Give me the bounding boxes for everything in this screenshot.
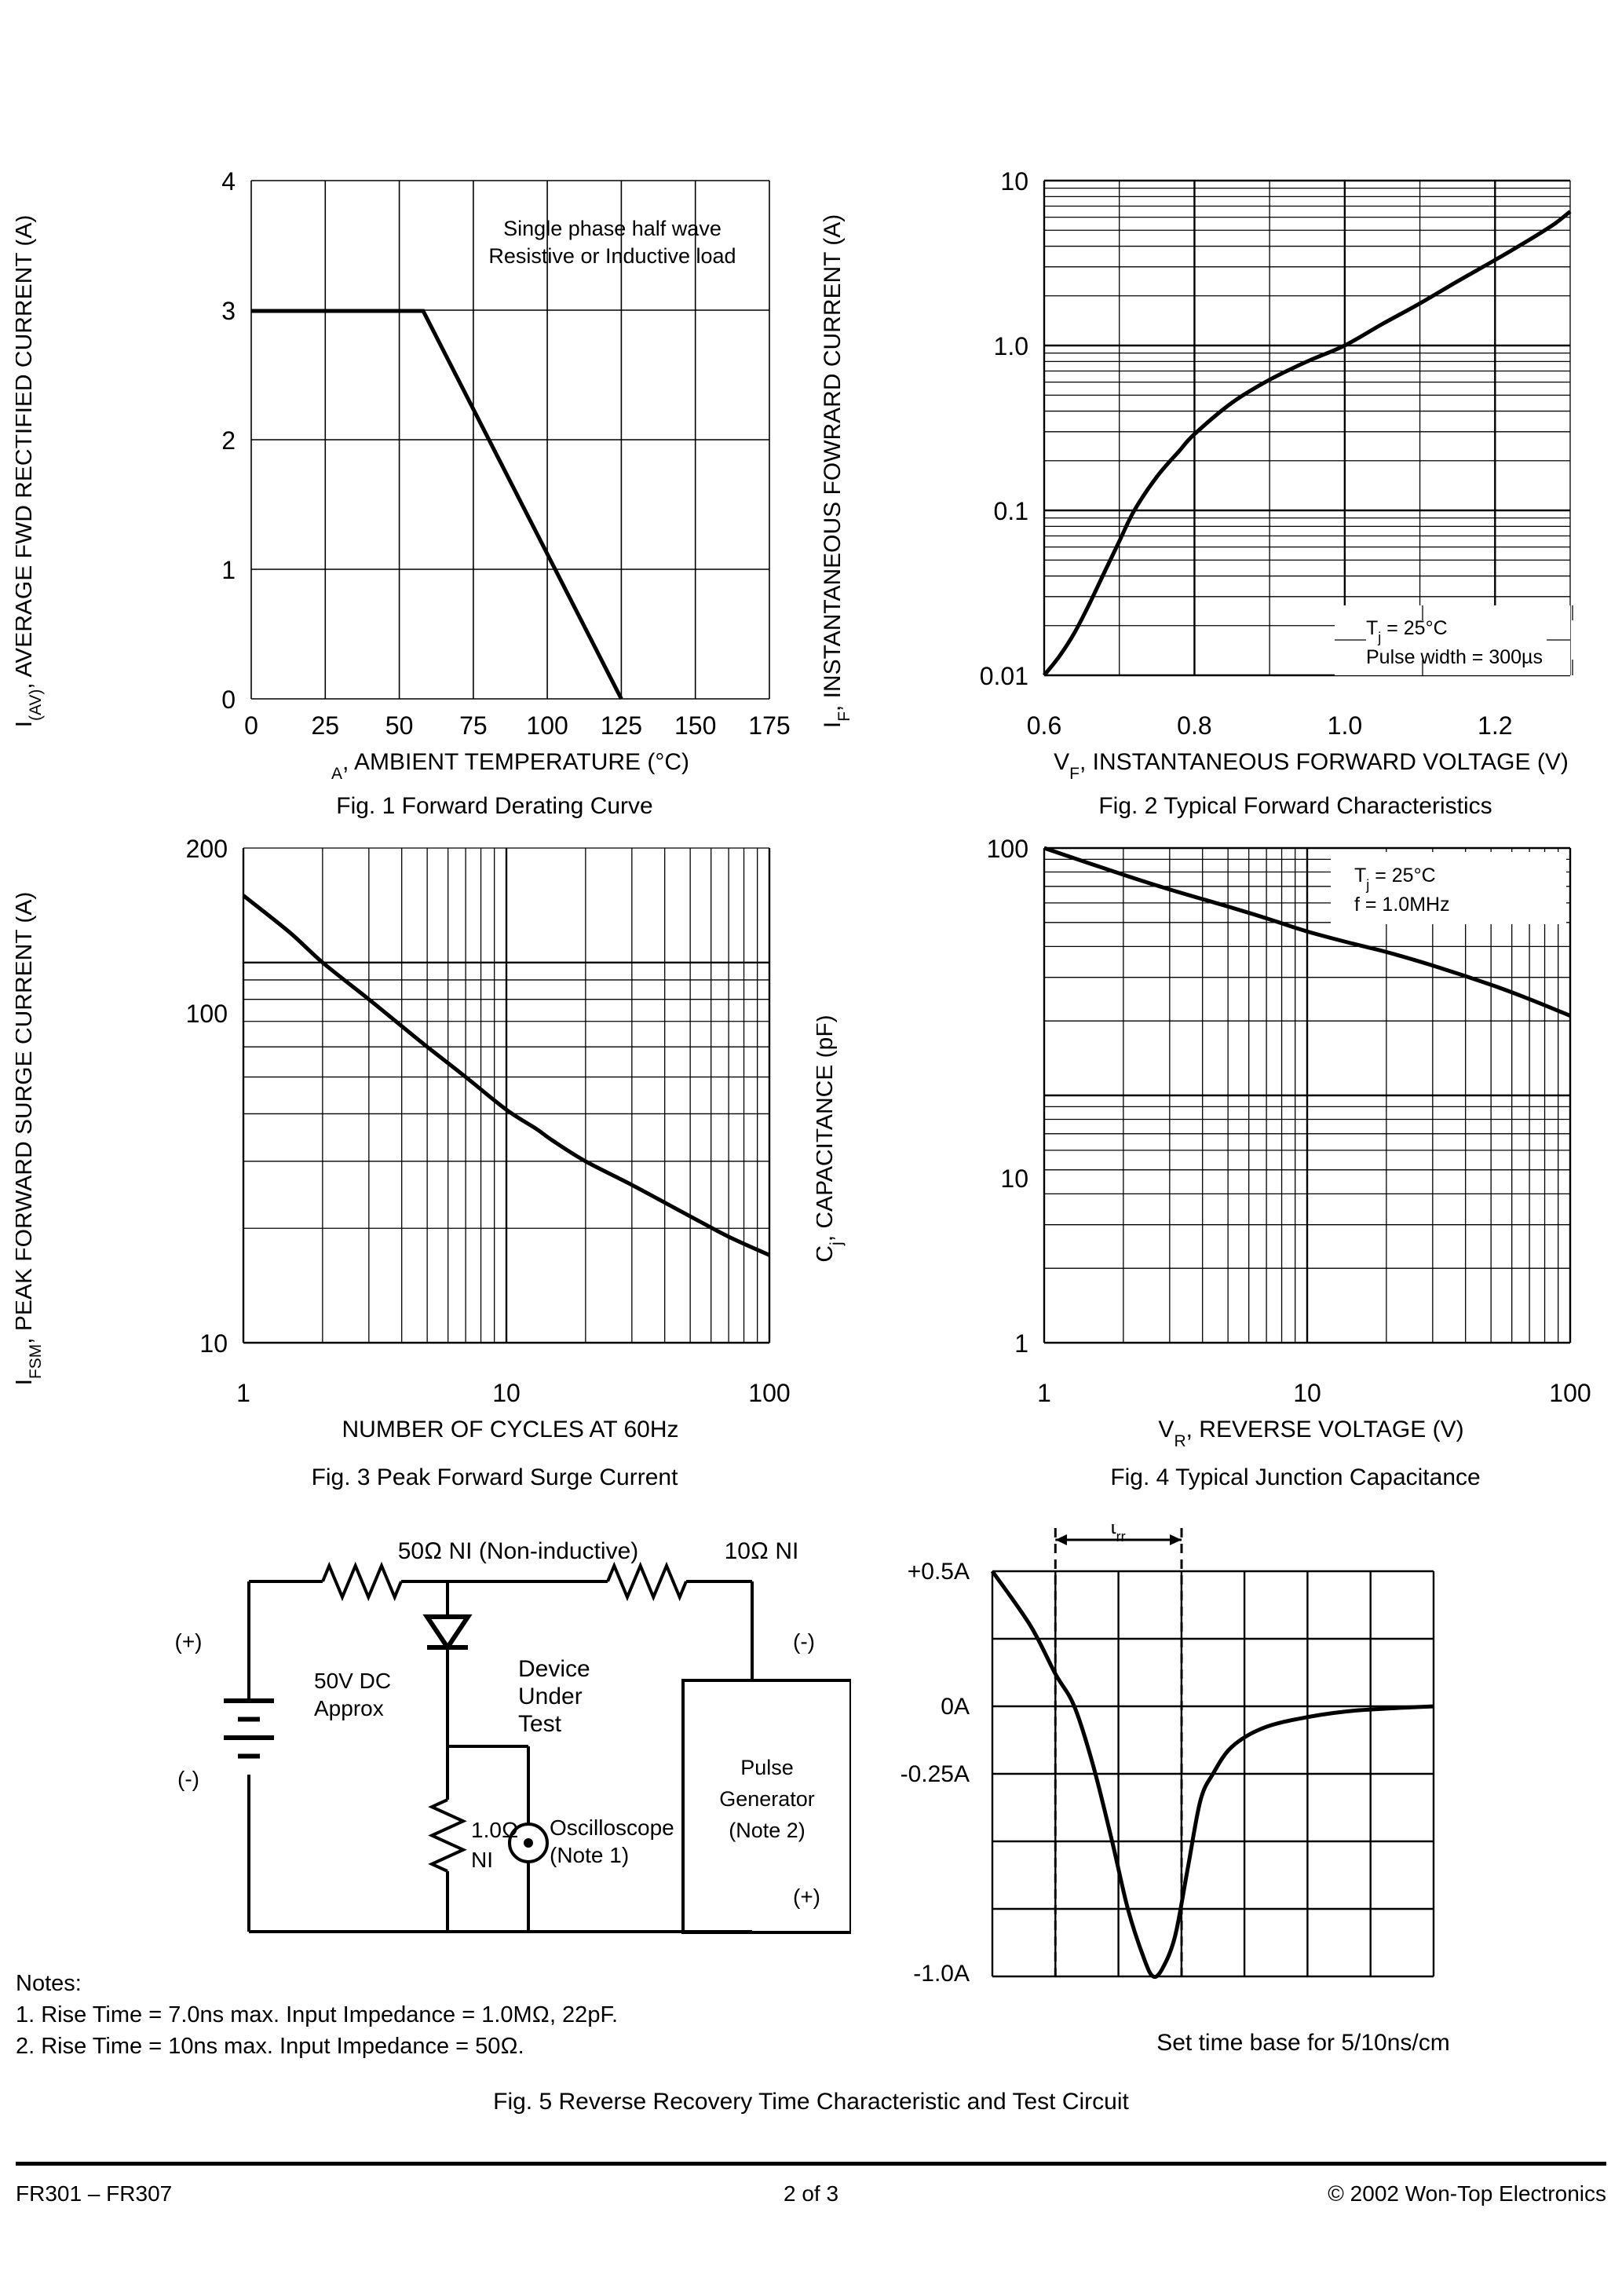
- svg-text:10: 10: [199, 1329, 228, 1358]
- svg-text:1.2: 1.2: [1478, 711, 1512, 740]
- svg-text:Device: Device: [518, 1656, 590, 1682]
- svg-text:1: 1: [236, 1379, 250, 1407]
- svg-text:Approx: Approx: [314, 1696, 384, 1720]
- svg-text:0.1: 0.1: [994, 497, 1028, 525]
- svg-text:1: 1: [1037, 1379, 1051, 1407]
- svg-text:10Ω NI: 10Ω NI: [725, 1538, 799, 1564]
- svg-text:1: 1: [221, 556, 236, 584]
- svg-text:125: 125: [601, 711, 642, 740]
- svg-text:1.0Ω: 1.0Ω: [471, 1818, 518, 1842]
- svg-text:3: 3: [221, 297, 236, 325]
- svg-text:10: 10: [1293, 1379, 1321, 1407]
- svg-text:100: 100: [186, 1000, 228, 1028]
- svg-text:NI: NI: [471, 1848, 493, 1872]
- svg-text:200: 200: [186, 835, 228, 863]
- svg-text:175: 175: [748, 711, 790, 740]
- svg-text:Pulse: Pulse: [740, 1756, 794, 1779]
- svg-text:100: 100: [526, 711, 568, 740]
- svg-text:(-): (-): [177, 1767, 199, 1791]
- svg-text:-1.0A: -1.0A: [913, 1961, 970, 1987]
- svg-text:100: 100: [748, 1379, 790, 1407]
- svg-text:0.6: 0.6: [1027, 711, 1061, 740]
- svg-text:(+): (+): [175, 1629, 203, 1654]
- svg-text:Under: Under: [518, 1684, 583, 1709]
- svg-text:+0.5A: +0.5A: [908, 1559, 970, 1585]
- svg-text:IF, INSTANTANEOUS FOWRARD CURR: IF, INSTANTANEOUS FOWRARD CURRENT (A): [820, 214, 853, 729]
- svg-text:Generator: Generator: [719, 1787, 815, 1811]
- svg-text:50: 50: [385, 711, 414, 740]
- svg-text:100: 100: [987, 835, 1028, 863]
- svg-text:100: 100: [1549, 1379, 1591, 1407]
- svg-text:-0.25A: -0.25A: [901, 1761, 970, 1787]
- svg-text:10: 10: [492, 1379, 521, 1407]
- svg-text:50Ω NI (Non-inductive): 50Ω NI (Non-inductive): [398, 1538, 639, 1564]
- svg-text:25: 25: [312, 711, 340, 740]
- svg-text:(Note 1): (Note 1): [550, 1843, 629, 1867]
- svg-text:IFSM, PEAK FORWARD SURGE CURRE: IFSM, PEAK FORWARD SURGE CURRENT (A): [16, 892, 45, 1386]
- svg-text:Oscilloscope: Oscilloscope: [550, 1815, 674, 1840]
- svg-text:2: 2: [221, 426, 236, 455]
- svg-text:10: 10: [1000, 167, 1028, 196]
- svg-text:1.0: 1.0: [994, 332, 1028, 360]
- svg-text:1: 1: [1014, 1329, 1028, 1358]
- svg-text:10: 10: [1000, 1164, 1028, 1193]
- svg-text:I(AV), AVERAGE FWD RECTIFIED C: I(AV), AVERAGE FWD RECTIFIED CURRENT (A): [16, 215, 45, 728]
- svg-text:Single phase half wave: Single phase half wave: [503, 217, 721, 240]
- svg-text:(Note 2): (Note 2): [729, 1819, 806, 1842]
- svg-text:0A: 0A: [941, 1694, 970, 1720]
- svg-text:trr: trr: [1110, 1524, 1125, 1545]
- svg-text:Cj, CAPACITANCE (pF): Cj, CAPACITANCE (pF): [816, 1015, 846, 1262]
- svg-text:Test: Test: [518, 1711, 562, 1737]
- svg-text:0.01: 0.01: [980, 662, 1028, 690]
- svg-text:(-): (-): [793, 1629, 815, 1654]
- svg-text:0.8: 0.8: [1177, 711, 1211, 740]
- svg-text:1.0: 1.0: [1328, 711, 1362, 740]
- svg-text:f = 1.0MHz: f = 1.0MHz: [1354, 894, 1450, 916]
- svg-text:0: 0: [244, 711, 258, 740]
- svg-text:50V DC: 50V DC: [314, 1669, 391, 1693]
- svg-text:Pulse width = 300µs: Pulse width = 300µs: [1366, 646, 1543, 668]
- svg-text:4: 4: [221, 167, 236, 196]
- svg-text:0: 0: [221, 686, 236, 714]
- svg-text:150: 150: [674, 711, 716, 740]
- svg-text:Set time base for 5/10ns/cm: Set time base for 5/10ns/cm: [1156, 2030, 1450, 2056]
- svg-text:VF, INSTANTANEOUS FORWARD VOLT: VF, INSTANTANEOUS FORWARD VOLTAGE (V): [1054, 749, 1569, 783]
- svg-text:A, AMBIENT TEMPERATURE (°C): A, AMBIENT TEMPERATURE (°C): [331, 749, 689, 783]
- svg-text:Resistive or Inductive load: Resistive or Inductive load: [488, 244, 736, 268]
- svg-text:75: 75: [459, 711, 488, 740]
- svg-text:VR, REVERSE VOLTAGE (V): VR, REVERSE VOLTAGE (V): [1158, 1417, 1463, 1450]
